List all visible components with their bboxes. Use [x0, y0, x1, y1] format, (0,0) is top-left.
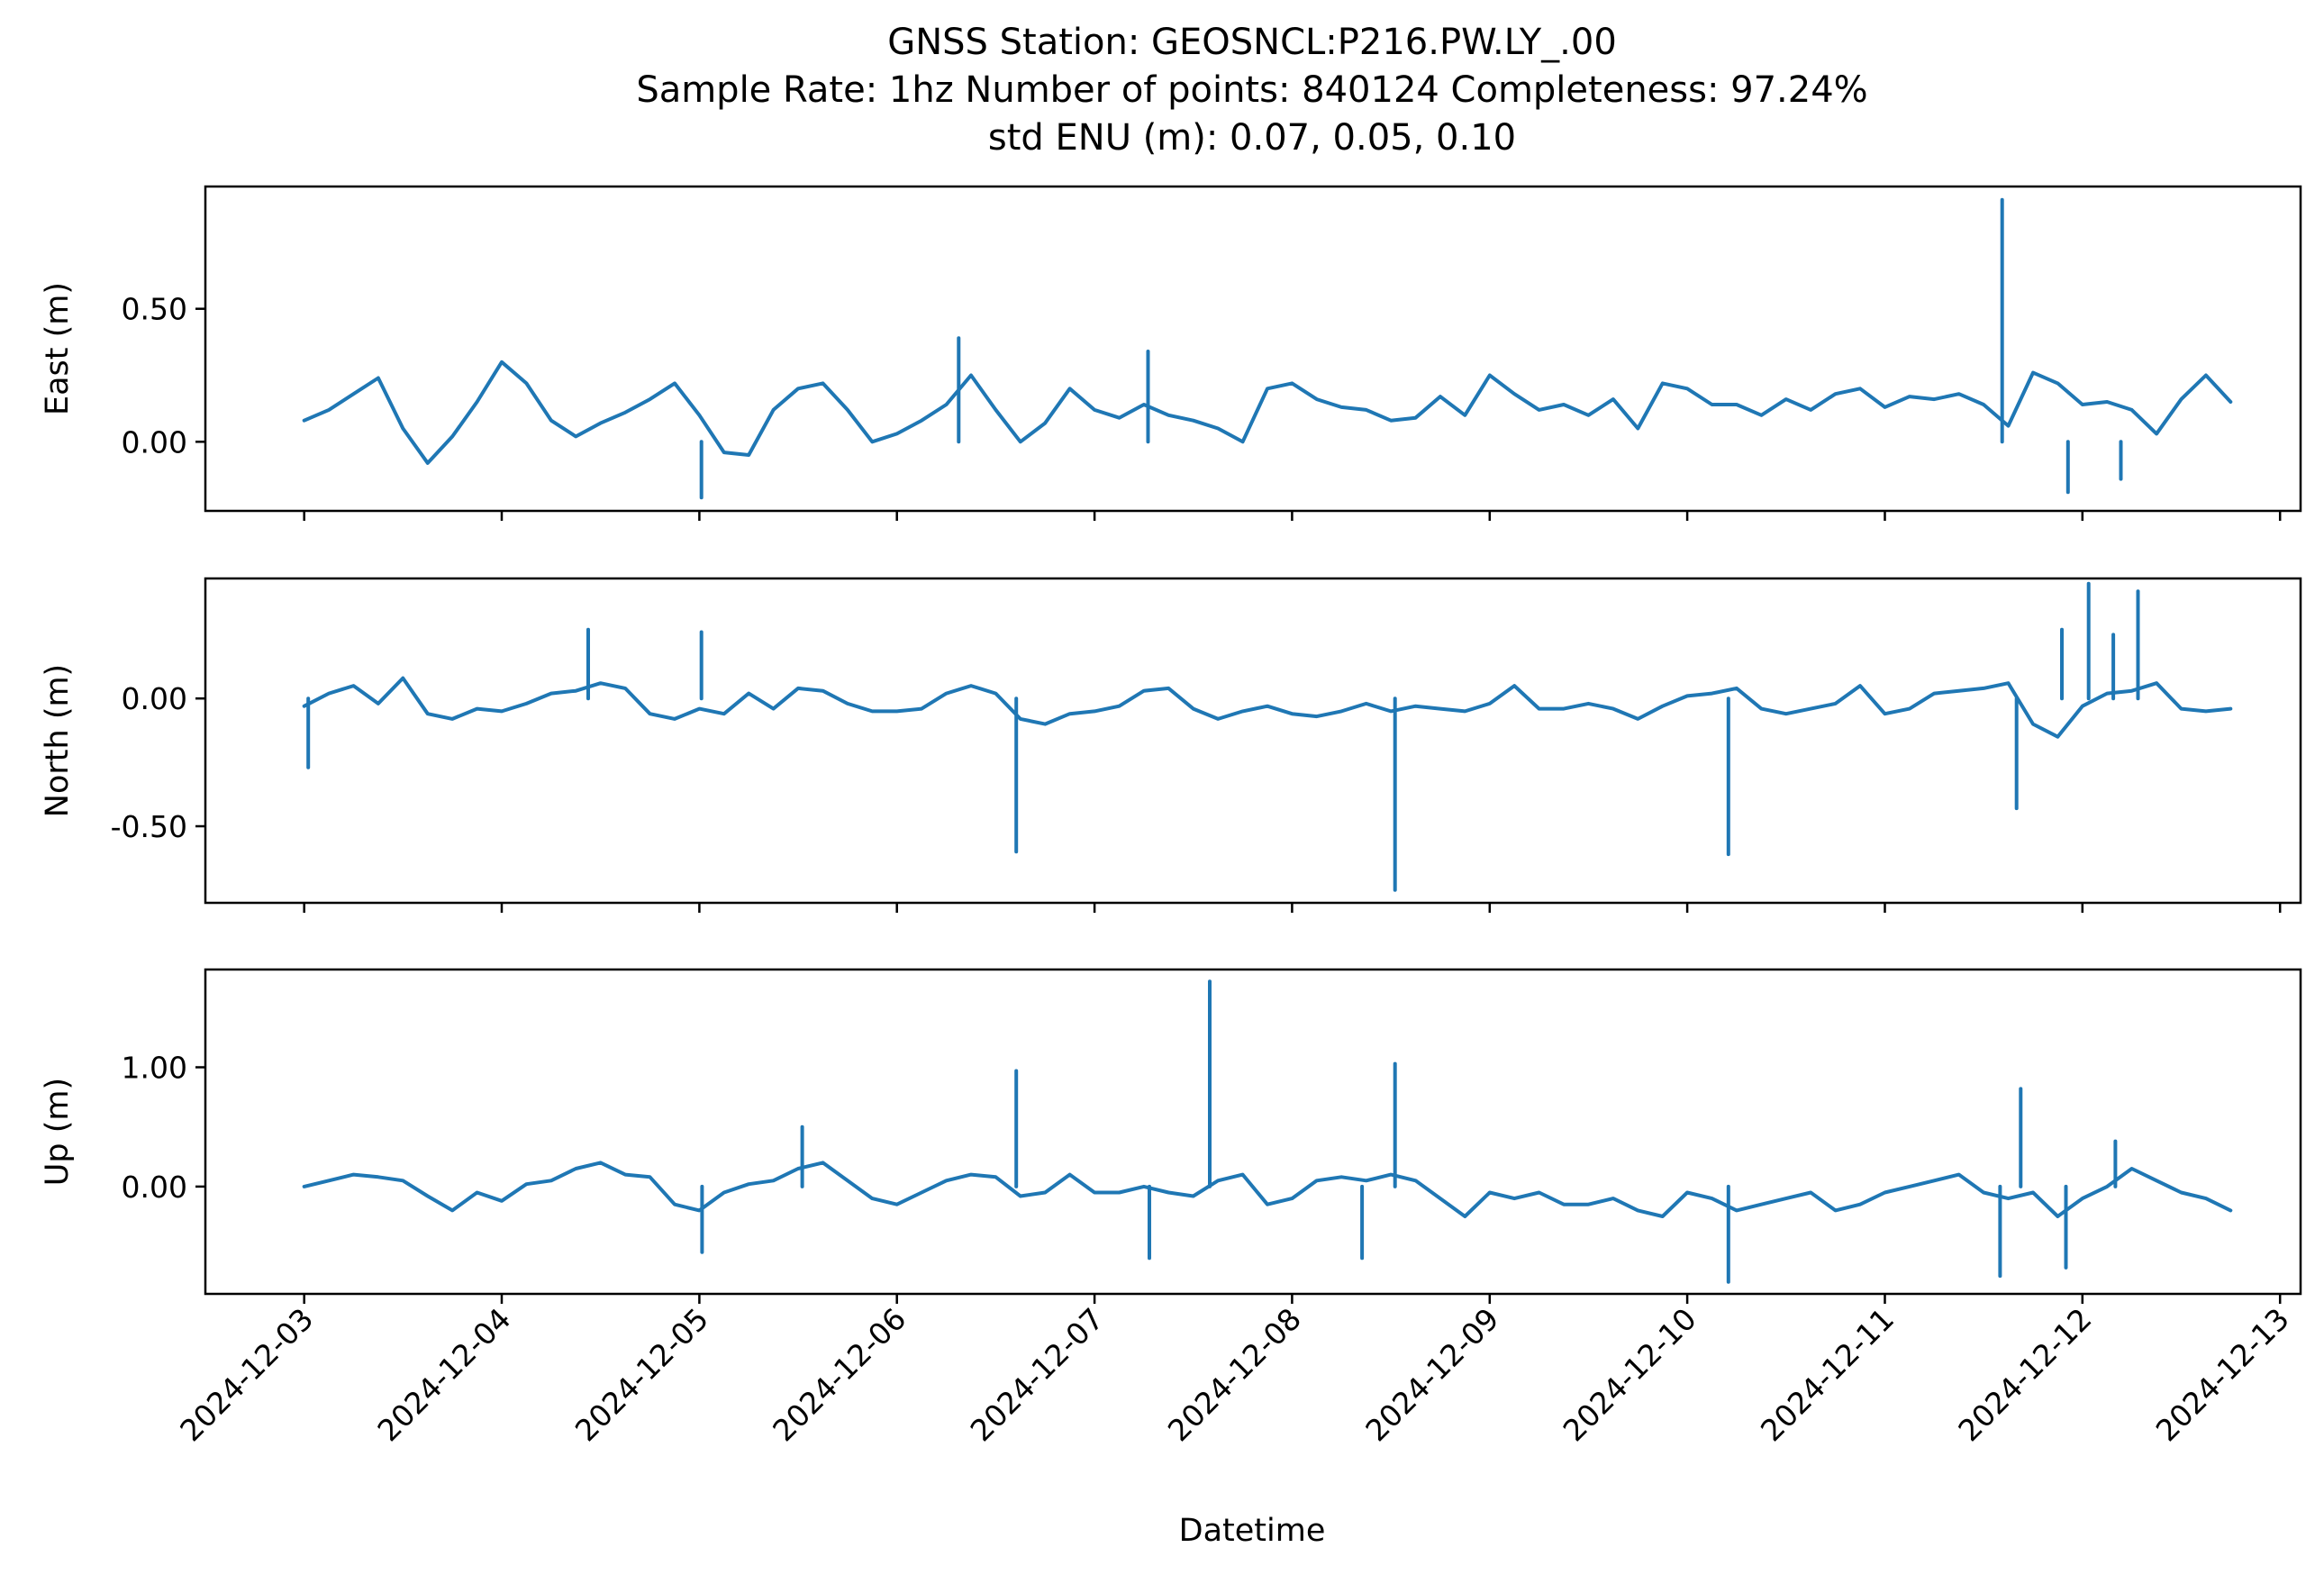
- up-series-line: [302, 1161, 2233, 1218]
- north-ytick-label: -0.50: [111, 809, 187, 844]
- up-ylabel: Up (m): [40, 1078, 76, 1186]
- up-axes-frame: [204, 968, 2302, 1296]
- north-ylabel: North (m): [40, 664, 76, 817]
- up-ytick-label: 0.00: [122, 1170, 187, 1205]
- east-ylabel: East (m): [40, 282, 76, 415]
- up-ytick-label: 1.00: [122, 1051, 187, 1086]
- east-panel: East (m) 0.00 0.50: [40, 185, 2302, 521]
- east-series-line: [302, 360, 2233, 465]
- north-axes-frame: [204, 577, 2302, 905]
- title-line-1: GNSS Station: GEOSNCL:P216.PW.LY_.00: [887, 22, 1617, 63]
- figure-title: GNSS Station: GEOSNCL:P216.PW.LY_.00 Sam…: [636, 22, 1867, 159]
- east-ytick-label: 0.00: [122, 424, 187, 460]
- title-line-3: std ENU (m): 0.07, 0.05, 0.10: [988, 117, 1516, 159]
- title-line-2: Sample Rate: 1hz Number of points: 84012…: [636, 69, 1867, 111]
- x-axis-label: Datetime: [1179, 1513, 1326, 1549]
- east-ytick-label: 0.50: [122, 292, 187, 327]
- north-panel: North (m) -0.50 0.00: [40, 577, 2302, 913]
- north-series-line: [302, 676, 2233, 739]
- east-axes-frame: [204, 185, 2302, 513]
- north-ytick-label: 0.00: [122, 681, 187, 716]
